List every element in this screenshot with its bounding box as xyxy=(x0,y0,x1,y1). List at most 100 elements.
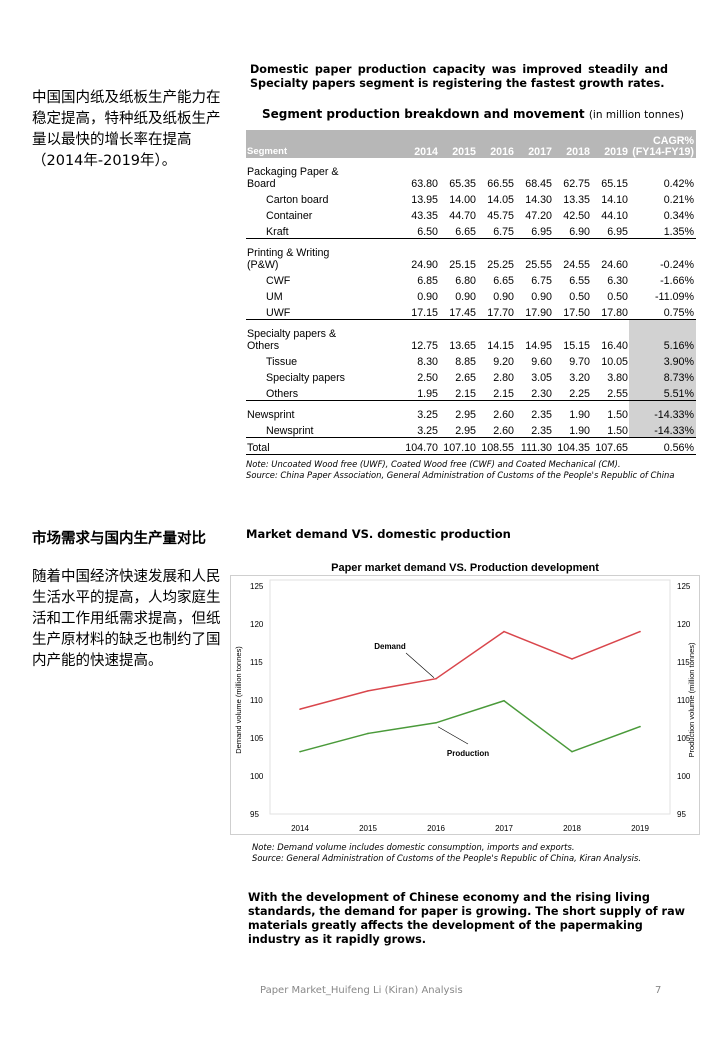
row-value: 2.15 xyxy=(477,384,515,401)
y-tick-label-right: 125 xyxy=(677,582,691,591)
table-row: Container 43.35 44.70 45.75 47.20 42.50 44.10 0… xyxy=(246,206,696,222)
header-year: 2014 xyxy=(401,130,439,158)
table-title-unit: (in million tonnes) xyxy=(588,109,685,121)
row-value: 45.75 xyxy=(487,210,514,222)
data-point-production xyxy=(435,722,437,724)
row-value: 1.50 xyxy=(591,421,629,438)
table-row: Carton board 13.95 14.00 14.05 14.30 13.35 14.… xyxy=(246,190,696,206)
left-paragraph-demand: 随着中国经济快速发展和人民生活水平的提高，人均家庭生活和工作用纸需求提高，但纸生… xyxy=(32,569,221,669)
row-value: 6.55 xyxy=(569,275,590,287)
row-label: Newsprint xyxy=(246,421,401,438)
row-label: Carton board xyxy=(266,194,329,206)
segment-table: Segment 2014 2015 2016 2017 2018 2019 CAGR% (FY1… xyxy=(246,130,696,455)
table-row: Packaging Paper & Board 63.80 65.35 66.55 68.… xyxy=(246,158,696,190)
page-footer: Paper Market_Huifeng Li (Kiran) Analysis xyxy=(260,985,463,996)
row-cagr: 5.16% xyxy=(629,319,696,352)
data-point-production xyxy=(503,699,505,702)
row-cagr: 0.21% xyxy=(663,194,694,206)
closing-paragraph: With the development of Chinese economy … xyxy=(248,891,685,946)
row-value: 2.15 xyxy=(439,384,477,401)
table-row: Specialty papers 2.50 2.65 2.80 3.05 3.20 3.80… xyxy=(246,368,696,384)
table-row: Others 1.95 2.15 2.15 2.30 2.25 2.55 5.51% xyxy=(246,384,696,401)
left-paragraph-capacity: 中国国内纸及纸板生产能力在稳定提高，特种纸及纸板生产量以最快的增长率在提高（20… xyxy=(32,90,221,169)
row-cagr: -0.24% xyxy=(660,259,694,271)
row-value: 13.65 xyxy=(449,340,476,352)
y-tick-label-right: 120 xyxy=(677,620,691,629)
data-point-demand xyxy=(435,677,437,680)
row-cagr: -14.33% xyxy=(629,421,696,438)
row-value: 9.70 xyxy=(569,356,590,368)
row-value: 2.25 xyxy=(553,384,591,401)
row-value: 25.55 xyxy=(525,259,552,271)
table-row: Total 104.70 107.10 108.55 111.30 104.35 107.6… xyxy=(246,437,696,455)
row-value: 2.95 xyxy=(455,409,476,421)
row-value: 13.35 xyxy=(563,194,590,206)
chart-source-line: Source: General Administration of Custom… xyxy=(252,853,641,863)
demand-callout-line xyxy=(405,652,435,678)
row-value: 107.10 xyxy=(439,437,477,455)
row-label: Kraft xyxy=(246,222,401,239)
row-value: 0.90 xyxy=(455,291,476,303)
row-value: 66.55 xyxy=(487,178,514,190)
data-point-demand xyxy=(367,690,369,692)
row-cagr: 1.35% xyxy=(629,222,696,239)
row-value: 17.45 xyxy=(439,303,477,320)
table-header-row: Segment 2014 2015 2016 2017 2018 2019 CAGR% (FY1… xyxy=(246,130,696,158)
y-tick-label-left: 120 xyxy=(250,620,264,629)
row-value: 1.95 xyxy=(401,384,439,401)
row-value: 8.85 xyxy=(455,356,476,368)
y-tick-label-right: 110 xyxy=(677,696,690,705)
header-cagr-label: CAGR% xyxy=(653,135,694,147)
row-value: 6.65 xyxy=(493,275,514,287)
data-point-production xyxy=(571,750,573,753)
row-label: Packaging Paper & Board xyxy=(247,166,339,190)
row-value: 0.90 xyxy=(417,291,438,303)
row-value: 2.35 xyxy=(515,421,553,438)
row-value: 65.15 xyxy=(601,178,628,190)
row-value: 25.25 xyxy=(487,259,514,271)
row-value: 62.75 xyxy=(563,178,590,190)
row-value: 65.35 xyxy=(449,178,476,190)
data-point-demand xyxy=(299,708,301,710)
segment-table-body: Segment 2014 2015 2016 2017 2018 2019 CAGR% (FY1… xyxy=(246,130,696,455)
row-label: Others xyxy=(246,384,401,401)
data-point-demand xyxy=(503,630,505,633)
row-label: Newsprint xyxy=(247,409,295,421)
row-cagr: -14.33% xyxy=(629,400,696,421)
row-cagr: 5.51% xyxy=(629,384,696,401)
row-cagr: -1.66% xyxy=(660,275,694,287)
row-value: 6.50 xyxy=(401,222,439,239)
chart-title: Paper market demand VS. Production devel… xyxy=(331,562,599,574)
y-tick-label-right: 100 xyxy=(677,772,691,781)
row-value: 2.60 xyxy=(493,409,514,421)
row-value: 24.55 xyxy=(563,259,590,271)
row-value: 47.20 xyxy=(525,210,552,222)
data-point-production xyxy=(367,732,369,735)
row-value: 24.90 xyxy=(411,259,438,271)
row-label: Specialty papers & Others xyxy=(247,328,337,352)
page-number: 7 xyxy=(655,985,662,996)
row-cagr: 8.73% xyxy=(629,368,696,384)
row-value: 14.00 xyxy=(449,194,476,206)
y-tick-label-right: 115 xyxy=(677,658,690,667)
row-label: Tissue xyxy=(266,356,298,368)
row-value: 42.50 xyxy=(563,210,590,222)
left-heading-demand: 市场需求与国内生产量对比 xyxy=(32,531,206,547)
x-tick-label: 2018 xyxy=(563,824,581,833)
table-row: UWF 17.15 17.45 17.70 17.90 17.50 17.80 0.75% xyxy=(246,303,696,320)
row-value: 6.30 xyxy=(607,275,628,287)
row-value: 6.85 xyxy=(417,275,438,287)
row-value: 104.35 xyxy=(553,437,591,455)
row-value: 9.60 xyxy=(531,356,552,368)
row-value: 44.10 xyxy=(601,210,628,222)
row-value: 17.70 xyxy=(477,303,515,320)
chart-heading: Market demand VS. domestic production xyxy=(246,527,511,541)
plot-area xyxy=(269,579,671,815)
y-axis-label-right: Production volume (million tonnes) xyxy=(687,642,696,758)
y-tick-label-left: 115 xyxy=(250,658,263,667)
row-cagr: 0.34% xyxy=(663,210,694,222)
row-value: 0.50 xyxy=(569,291,590,303)
row-value: 6.75 xyxy=(531,275,552,287)
row-value: 6.90 xyxy=(553,222,591,239)
row-value: 111.30 xyxy=(515,437,553,455)
